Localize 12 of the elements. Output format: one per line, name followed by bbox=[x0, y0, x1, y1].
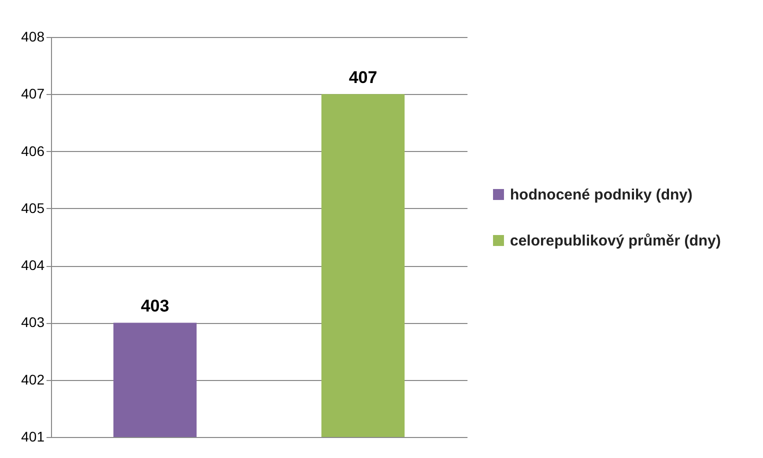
data-label: 407 bbox=[348, 68, 378, 88]
data-label: 403 bbox=[140, 296, 170, 316]
y-tick-label: 407 bbox=[21, 86, 45, 102]
legend-label: hodnocené podniky (dny) bbox=[510, 186, 692, 204]
y-tick-label: 402 bbox=[21, 371, 45, 388]
y-tick-label: 401 bbox=[21, 428, 45, 444]
y-tick-label: 408 bbox=[21, 28, 45, 44]
y-tick-label: 404 bbox=[21, 257, 45, 274]
y-tick-label: 403 bbox=[21, 314, 45, 330]
legend-label: celorepublikový průměr (dny) bbox=[510, 232, 721, 250]
y-tick-label: 406 bbox=[21, 142, 45, 159]
y-tick-label: 405 bbox=[21, 200, 45, 216]
